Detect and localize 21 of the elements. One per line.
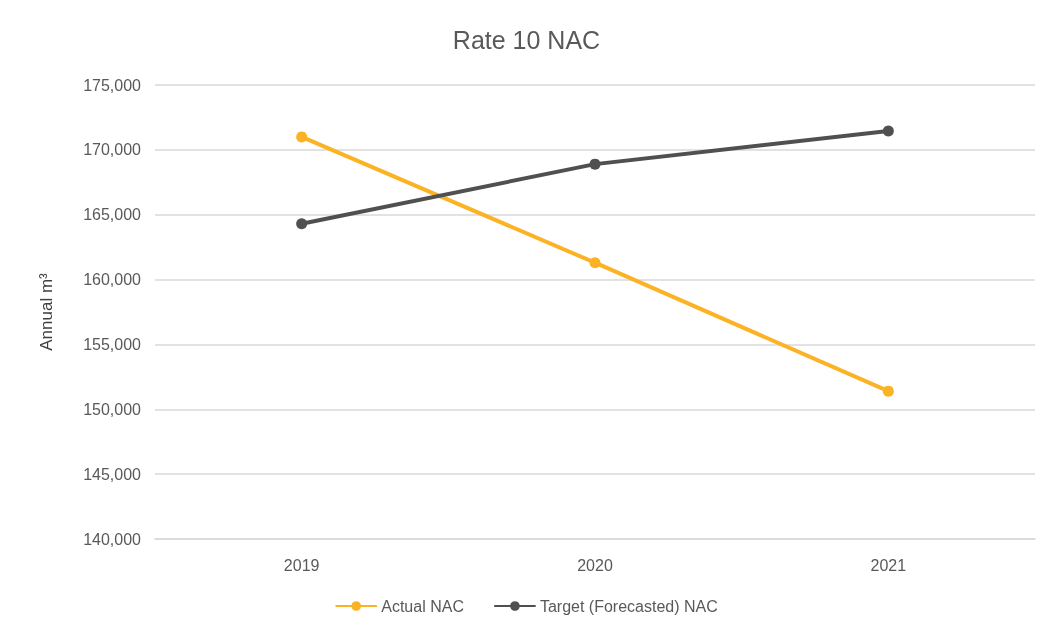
x-tick-label: 2021 [870, 556, 907, 574]
y-tick-label: 140,000 [83, 530, 142, 548]
point [882, 385, 894, 397]
y-tick-label: 160,000 [83, 271, 142, 289]
y-tick-label: 170,000 [83, 141, 142, 159]
point [589, 158, 601, 170]
point [296, 218, 308, 230]
y-tick-label: 165,000 [83, 206, 142, 224]
y-tick-label: 175,000 [83, 76, 142, 94]
x-tick-label: 2019 [283, 556, 320, 574]
y-axis-title: Annual m³ [37, 272, 56, 351]
point [882, 125, 894, 137]
y-tick-label: 145,000 [83, 465, 142, 483]
legend-label: Target (Forecasted) NAC [539, 597, 718, 615]
chart-title: Rate 10 NAC [452, 25, 601, 54]
point [589, 257, 601, 269]
x-tick-label: 2020 [577, 556, 613, 574]
y-tick-label: 155,000 [83, 335, 142, 353]
point [296, 131, 308, 143]
legend-label: Actual NAC [381, 597, 464, 615]
y-tick-label: 150,000 [83, 400, 142, 418]
